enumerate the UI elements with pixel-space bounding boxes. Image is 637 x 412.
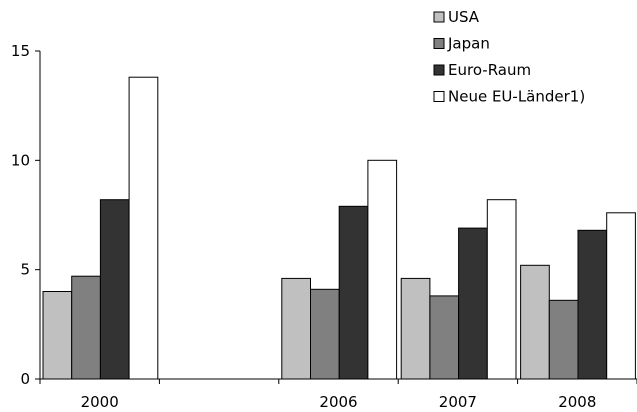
bar-2008-usa [520,264,550,380]
x-tick-label-2000: 2000 [81,393,119,411]
bar-2000-neue-eu-l-nder1- [128,76,159,380]
y-tick-label-5: 5 [20,261,30,279]
bar-2007-usa [400,277,431,380]
x-tick-label-2007: 2007 [439,393,477,411]
bar-2008-euro-raum [577,229,608,380]
legend-swatch-neue-eu-l-nder1- [433,91,445,102]
legend: USA Japan Euro-Raum Neue EU-Länder1) [433,8,585,106]
x-tick-label-2006: 2006 [319,393,357,411]
bar-2006-euro-raum [338,205,369,380]
legend-swatch-japan [433,38,445,49]
legend-swatch-usa [433,11,445,23]
bar-2000-euro-raum [99,199,130,380]
y-tick-label-15: 15 [11,42,30,60]
axes-layer: 0 5 10 15 2000 2006 2007 2008 [11,42,637,411]
bar-2008-japan [548,299,579,380]
bar-2007-euro-raum [458,227,488,380]
legend-label-neue-eu-l-nder1-: Neue EU-Länder1) [448,88,585,106]
bar-2007-japan [429,295,460,380]
y-tick-label-0: 0 [20,370,30,388]
bar-2006-neue-eu-l-nder1- [367,159,398,380]
bar-2007-neue-eu-l-nder1- [486,199,517,380]
bar-2000-japan [71,275,101,380]
bar-2006-usa [281,277,311,380]
bar-2008-neue-eu-l-nder1- [606,212,636,380]
x-tick-label-2008: 2008 [558,393,596,411]
legend-label-usa: USA [448,8,480,26]
bar-2000-usa [42,291,73,380]
y-tick-label-10: 10 [11,151,30,169]
legend-swatch-euro-raum [433,64,445,76]
bars-layer [42,76,636,380]
legend-label-euro-raum: Euro-Raum [448,61,531,79]
legend-label-japan: Japan [447,35,490,53]
bar-2006-japan [310,288,340,380]
